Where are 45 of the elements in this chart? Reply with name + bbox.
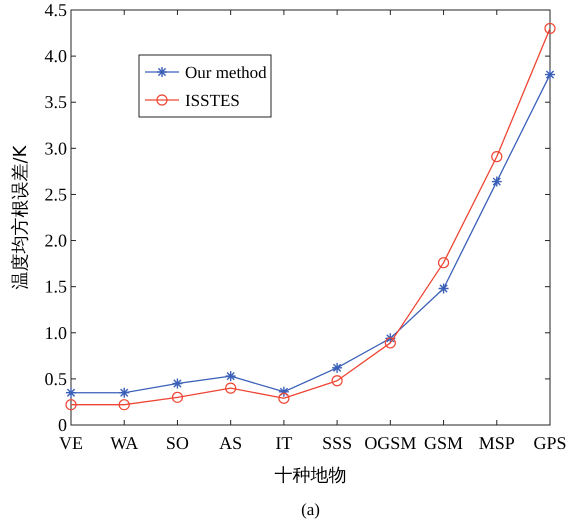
- point: [118, 399, 130, 410]
- y-tick-label: 4.5: [44, 0, 67, 20]
- x-tick-label: WA: [110, 433, 138, 453]
- point: [118, 387, 130, 398]
- x-tick-label: GSM: [424, 433, 464, 453]
- point: [332, 375, 343, 386]
- y-axis-title: 温度均方根误差/K: [10, 144, 31, 290]
- point: [438, 282, 450, 294]
- point: [384, 332, 396, 344]
- point: [172, 378, 184, 390]
- point: [438, 257, 450, 268]
- point: [491, 151, 502, 162]
- y-tick-label: 2.0: [44, 230, 67, 251]
- point: [278, 392, 290, 404]
- x-axis-title: 十种地物: [274, 465, 346, 486]
- point: [544, 68, 556, 80]
- x-tick-label: MSP: [478, 433, 515, 453]
- x-tick-label: IT: [275, 433, 292, 453]
- y-tick-label: 2.5: [44, 184, 67, 204]
- legend-label: Our method: [185, 63, 268, 82]
- y-tick-label: 0.5: [44, 368, 67, 389]
- y-tick-label: 4.0: [44, 46, 67, 66]
- point: [225, 382, 236, 394]
- legend-label: ISSTES: [185, 91, 240, 110]
- x-tick-label: OGSM: [364, 433, 416, 453]
- point: [278, 386, 290, 398]
- point: [224, 370, 236, 382]
- point: [172, 392, 184, 403]
- point: [491, 176, 502, 188]
- point: [384, 337, 396, 349]
- y-tick-label: 3.5: [44, 92, 67, 112]
- point: [331, 362, 343, 374]
- point: [544, 22, 556, 34]
- point: [65, 387, 77, 398]
- x-tick-label: GPS: [533, 433, 567, 453]
- x-tick-label: VE: [59, 433, 83, 453]
- x-tick-label: SO: [166, 433, 189, 453]
- x-tick-label: SSS: [322, 433, 352, 453]
- point: [65, 399, 77, 410]
- y-tick-label: 1.5: [44, 276, 67, 297]
- x-tick-label: AS: [219, 433, 242, 453]
- y-tick-label: 0: [58, 415, 67, 435]
- text: (a): [301, 500, 320, 519]
- y-tick-label: 3.0: [44, 138, 67, 158]
- y-tick-label: 1.0: [44, 322, 67, 343]
